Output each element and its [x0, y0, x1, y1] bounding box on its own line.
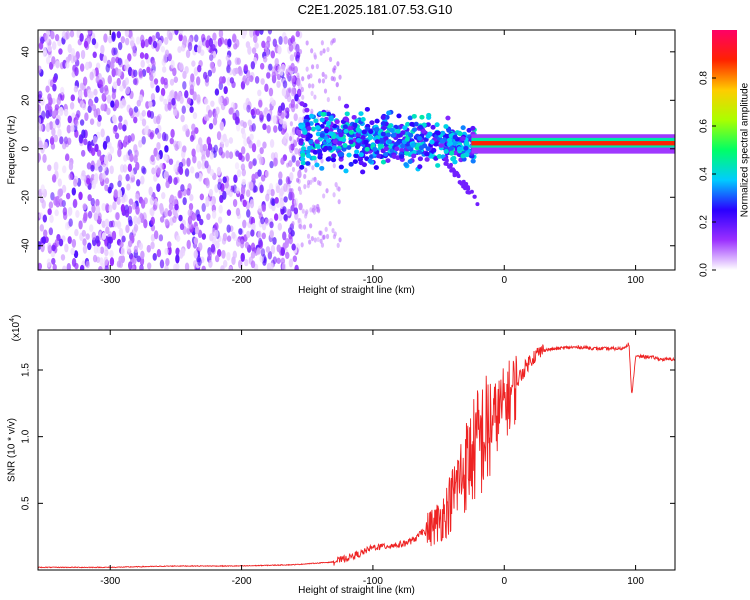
top-x-tick-label: 0 [501, 275, 507, 286]
bottom-x-tick-label: -100 [363, 576, 383, 587]
top-y-tick-label: 0 [21, 146, 32, 152]
top-y-axis-label: Frequency (Hz) [7, 116, 18, 185]
bottom-x-tick-label: -300 [100, 576, 120, 587]
colorbar-tick-label: 0.8 [699, 71, 710, 85]
bottom-y-tick-label: 1.0 [21, 429, 32, 443]
top-y-tick-label: 20 [21, 94, 32, 106]
colorbar-label: Normalized spectral amplitude [740, 82, 750, 217]
bottom-x-tick-label: 0 [501, 576, 507, 587]
y-multiplier-label: (x104) [9, 315, 22, 342]
bottom-x-axis-label: Height of straight line (km) [298, 585, 415, 596]
colorbar-tick-label: 0.4 [699, 167, 710, 181]
bottom-x-tick-label: -200 [232, 576, 252, 587]
top-x-tick-label: -300 [100, 275, 120, 286]
top-x-tick-label: -100 [363, 275, 383, 286]
top-x-tick-label: -200 [232, 275, 252, 286]
spectrogram-image [38, 30, 675, 270]
top-y-tick-label: -40 [21, 238, 32, 253]
bottom-y-tick-label: 0.5 [21, 496, 32, 510]
colorbar [712, 30, 737, 270]
top-x-tick-label: 100 [627, 275, 644, 286]
top-x-axis-label: Height of straight line (km) [298, 285, 415, 296]
bottom-y-tick-label: 1.5 [21, 363, 32, 377]
top-y-tick-label: -20 [21, 190, 32, 205]
top-y-tick-label: 40 [21, 46, 32, 58]
top-plot-frame [37, 29, 676, 271]
bottom-y-axis-label: SNR (10 * v/v) [7, 418, 18, 482]
colorbar-tick-label: 0.2 [699, 215, 710, 229]
figure-title: C2E1.2025.181.07.53.G10 [297, 2, 453, 17]
snr-series-line [38, 342, 675, 569]
bottom-x-tick-label: 100 [627, 576, 644, 587]
bottom-plot-frame [37, 329, 676, 571]
colorbar-tick-label: 0.6 [699, 119, 710, 133]
colorbar-tick-label: 0.0 [699, 263, 710, 277]
